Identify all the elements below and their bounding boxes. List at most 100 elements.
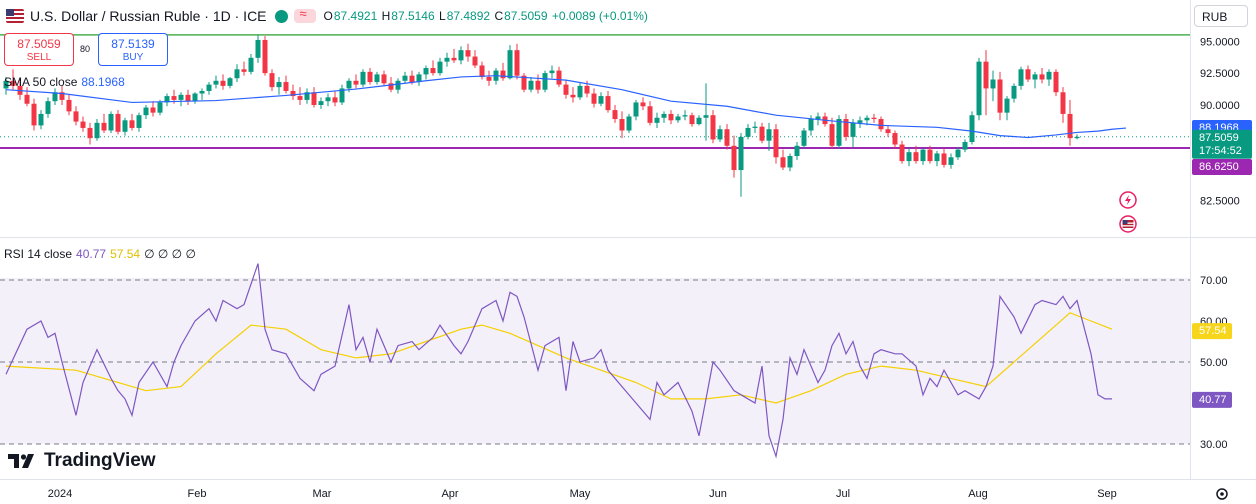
currency-selector[interactable]: RUB: [1194, 5, 1248, 27]
time-axis-label: Jul: [836, 488, 850, 500]
rsi-legend-label: RSI 14 close: [4, 247, 73, 261]
candle-body: [696, 117, 702, 125]
candle-body: [955, 149, 961, 158]
us-economic-event-icon: [1119, 215, 1137, 233]
candle-body: [703, 115, 709, 118]
candle-body: [717, 129, 723, 140]
candle-body: [864, 117, 870, 121]
tradingview-logo[interactable]: TradingView: [8, 450, 156, 472]
candle-body: [591, 93, 597, 104]
svg-text:86.6250: 86.6250: [1199, 161, 1239, 173]
buy-label: BUY: [122, 52, 144, 63]
svg-text:40.77: 40.77: [1199, 394, 1227, 406]
candle-body: [122, 120, 128, 132]
candle-body: [850, 122, 856, 137]
spread-value: 80: [80, 44, 91, 54]
rsi-legend[interactable]: RSI 14 close 40.77 57.54 ∅ ∅ ∅ ∅: [4, 247, 196, 261]
candle-body: [381, 74, 387, 84]
candle-body: [857, 120, 863, 123]
candle-body: [787, 156, 793, 168]
candle-body: [521, 75, 527, 90]
candle-body: [241, 69, 247, 72]
candle-body: [612, 110, 618, 120]
candle-body: [24, 94, 30, 104]
market-status-icon: [274, 9, 288, 23]
candle-body: [479, 65, 485, 77]
candle-body: [535, 80, 541, 90]
candle-body: [31, 103, 37, 126]
candle-body: [514, 50, 520, 76]
candle-body: [192, 93, 198, 102]
candle-body: [143, 107, 149, 116]
candle-body: [1046, 71, 1052, 80]
settings-icon[interactable]: [1216, 488, 1228, 500]
candle-body: [1032, 74, 1038, 80]
candle-body: [549, 70, 555, 74]
candle-body: [234, 69, 240, 79]
rsi-axis-label: 70.00: [1200, 275, 1228, 287]
candle-body: [178, 94, 184, 100]
candle-body: [164, 96, 170, 103]
rsi-band: [0, 278, 1190, 444]
candle-body: [563, 84, 569, 95]
candle-body: [297, 96, 303, 100]
candle-body: [416, 74, 422, 83]
candle-body: [927, 149, 933, 162]
rsi-legend-extra: ∅ ∅ ∅ ∅: [144, 247, 196, 261]
candle-body: [325, 97, 331, 102]
candle-body: [878, 119, 884, 130]
candle-body: [213, 80, 219, 85]
sma-legend[interactable]: SMA 50 close 88.1968: [4, 75, 125, 89]
candle-body: [101, 122, 107, 131]
time-axis-label: Aug: [968, 488, 988, 500]
candle-body: [766, 129, 772, 141]
candle-body: [934, 153, 940, 162]
candle-body: [745, 127, 751, 137]
candle-body: [969, 115, 975, 142]
candle-body: [941, 153, 947, 165]
candle-body: [332, 97, 338, 103]
candle-body: [367, 71, 373, 83]
symbol-title[interactable]: U.S. Dollar / Russian Ruble · 1D · ICE: [30, 8, 267, 24]
candle-body: [948, 157, 954, 165]
svg-text:57.54: 57.54: [1199, 325, 1227, 337]
rsi-legend-value: 40.77: [76, 247, 107, 261]
time-axis-label: 2024: [48, 488, 72, 500]
candle-body: [115, 113, 121, 132]
candle-body: [689, 115, 695, 125]
candle-body: [577, 85, 583, 98]
candle-body: [395, 80, 401, 90]
candle-body: [1039, 74, 1045, 80]
sell-button[interactable]: 87.5059 SELL: [4, 33, 74, 66]
rsi-axis-value-label: 40.77: [1192, 391, 1232, 408]
candle-body: [990, 79, 996, 89]
candle-body: [52, 92, 58, 102]
buy-button[interactable]: 87.5139 BUY: [98, 33, 168, 66]
candle-body: [892, 133, 898, 145]
rsi-axis-label: 50.00: [1200, 357, 1228, 369]
candle-body: [486, 76, 492, 81]
price-axis-label: 95.0000: [1200, 36, 1240, 48]
time-axis-label: Jun: [709, 488, 727, 500]
symbol-header: U.S. Dollar / Russian Ruble · 1D · ICE O…: [6, 6, 649, 26]
candle-body: [346, 80, 352, 89]
candle-body: [185, 94, 191, 102]
us-flag-icon: [6, 9, 24, 23]
candle-body: [668, 113, 674, 121]
candle-body: [976, 61, 982, 116]
price-axis-label: 92.5000: [1200, 68, 1240, 80]
candle-body: [843, 119, 849, 137]
data-status-icon: [293, 6, 316, 23]
candle-body: [633, 102, 639, 117]
candle-body: [1004, 98, 1010, 113]
candle-body: [73, 111, 79, 122]
candle-body: [885, 129, 891, 134]
candle-body: [640, 102, 646, 107]
candle-body: [248, 57, 254, 72]
candle-body: [1053, 71, 1059, 93]
candle-body: [136, 115, 142, 128]
candle-body: [388, 83, 394, 90]
